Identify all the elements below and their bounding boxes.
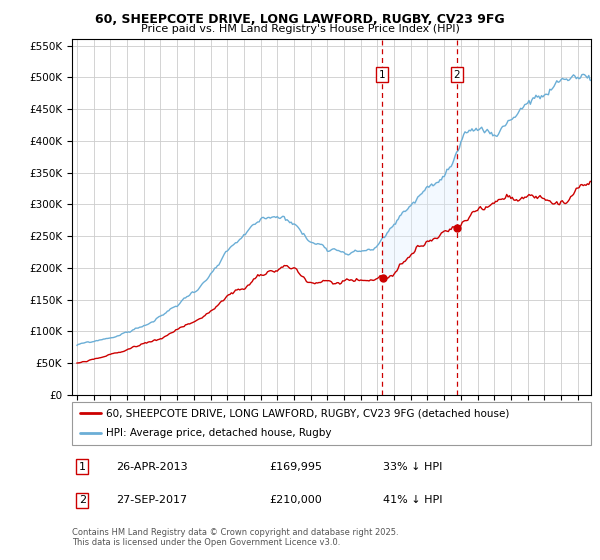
- Text: 33% ↓ HPI: 33% ↓ HPI: [383, 462, 443, 472]
- FancyBboxPatch shape: [72, 402, 591, 445]
- Text: £169,995: £169,995: [269, 462, 322, 472]
- Text: 60, SHEEPCOTE DRIVE, LONG LAWFORD, RUGBY, CV23 9FG (detached house): 60, SHEEPCOTE DRIVE, LONG LAWFORD, RUGBY…: [106, 408, 509, 418]
- Text: 41% ↓ HPI: 41% ↓ HPI: [383, 495, 443, 505]
- Text: 27-SEP-2017: 27-SEP-2017: [116, 495, 187, 505]
- Text: 1: 1: [379, 70, 386, 80]
- Text: 1: 1: [79, 462, 86, 472]
- Text: HPI: Average price, detached house, Rugby: HPI: Average price, detached house, Rugb…: [106, 428, 331, 438]
- Text: Price paid vs. HM Land Registry's House Price Index (HPI): Price paid vs. HM Land Registry's House …: [140, 24, 460, 34]
- Text: 26-APR-2013: 26-APR-2013: [116, 462, 188, 472]
- Text: 60, SHEEPCOTE DRIVE, LONG LAWFORD, RUGBY, CV23 9FG: 60, SHEEPCOTE DRIVE, LONG LAWFORD, RUGBY…: [95, 13, 505, 26]
- Text: £210,000: £210,000: [269, 495, 322, 505]
- Text: 2: 2: [454, 70, 460, 80]
- Text: Contains HM Land Registry data © Crown copyright and database right 2025.
This d: Contains HM Land Registry data © Crown c…: [72, 528, 398, 547]
- Text: 2: 2: [79, 495, 86, 505]
